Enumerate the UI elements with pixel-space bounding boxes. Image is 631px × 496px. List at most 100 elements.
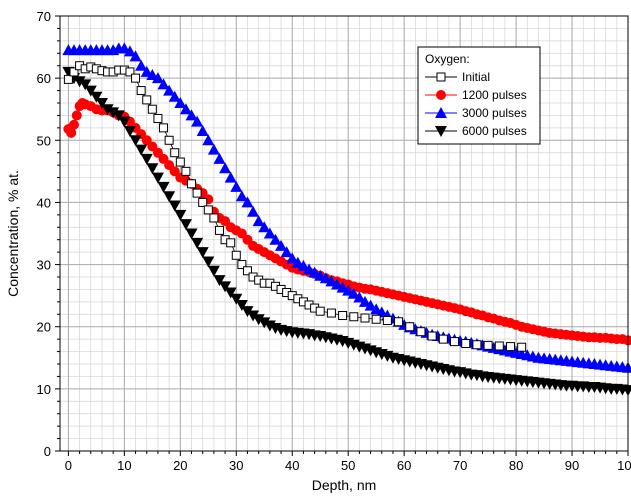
data-point bbox=[235, 190, 248, 202]
data-point bbox=[349, 312, 359, 322]
legend-marker bbox=[436, 72, 446, 82]
y-tick-label: 60 bbox=[37, 71, 51, 86]
legend: Oxygen: Initial 1200 pulses 3000 pulses 600… bbox=[417, 46, 541, 145]
data-point bbox=[207, 265, 220, 277]
data-point bbox=[230, 293, 243, 305]
data-point bbox=[286, 252, 299, 264]
data-point bbox=[364, 299, 377, 311]
data-point bbox=[129, 135, 142, 147]
data-point bbox=[131, 73, 141, 83]
data-point bbox=[275, 239, 288, 251]
data-point bbox=[494, 341, 504, 351]
data-point bbox=[224, 171, 237, 183]
data-point bbox=[191, 237, 204, 249]
legend-item: 3000 pulses bbox=[425, 106, 527, 120]
data-point bbox=[174, 97, 187, 108]
data-point bbox=[247, 205, 260, 217]
y-tick-label: 20 bbox=[37, 320, 51, 335]
data-point bbox=[258, 317, 271, 329]
data-point bbox=[219, 281, 232, 293]
data-point bbox=[226, 238, 236, 248]
data-point bbox=[198, 197, 208, 207]
data-point bbox=[242, 266, 252, 276]
data-point bbox=[146, 163, 159, 175]
data-point bbox=[224, 287, 237, 299]
data-point bbox=[84, 85, 97, 97]
data-point bbox=[241, 196, 254, 208]
x-axis-label: Depth, nm bbox=[312, 477, 377, 493]
x-tick-label: 10 bbox=[117, 458, 131, 473]
data-point bbox=[107, 107, 120, 119]
data-point bbox=[269, 233, 282, 245]
data-point bbox=[202, 134, 215, 146]
x-tick-label: 70 bbox=[453, 458, 467, 473]
data-point bbox=[118, 116, 131, 128]
data-point bbox=[174, 209, 187, 221]
data-point bbox=[472, 340, 482, 350]
series-initial bbox=[63, 61, 527, 352]
data-point bbox=[181, 166, 191, 176]
data-point bbox=[347, 287, 360, 299]
data-point bbox=[179, 219, 192, 231]
data-point bbox=[252, 215, 265, 227]
data-point bbox=[358, 295, 371, 307]
plot-frame bbox=[59, 15, 629, 452]
data-point bbox=[170, 148, 180, 158]
data-point bbox=[73, 76, 86, 88]
data-point bbox=[252, 314, 265, 326]
data-point bbox=[360, 313, 370, 323]
data-point bbox=[157, 181, 170, 193]
data-point bbox=[382, 316, 392, 325]
data-point bbox=[69, 67, 79, 77]
data-point bbox=[168, 90, 181, 102]
data-point bbox=[175, 157, 185, 167]
data-point bbox=[263, 227, 276, 239]
data-point bbox=[95, 98, 108, 109]
legend-marker bbox=[435, 107, 447, 118]
y-axis-label: Concentration, % at. bbox=[5, 170, 21, 297]
legend-title: Oxygen: bbox=[425, 52, 470, 66]
data-point bbox=[125, 67, 135, 77]
data-point bbox=[196, 124, 209, 136]
data-point bbox=[209, 213, 219, 223]
data-point bbox=[427, 331, 437, 341]
data-point bbox=[68, 119, 79, 130]
data-point bbox=[297, 259, 310, 271]
x-tick-label: 30 bbox=[229, 458, 243, 473]
data-point bbox=[101, 104, 114, 116]
y-tick-label: 40 bbox=[37, 195, 51, 210]
data-point bbox=[461, 338, 471, 348]
data-point bbox=[179, 103, 192, 115]
y-tick-label: 0 bbox=[44, 444, 51, 459]
data-point bbox=[338, 311, 348, 321]
legend-label: Initial bbox=[462, 70, 490, 84]
data-point bbox=[483, 340, 493, 350]
data-point bbox=[353, 291, 366, 303]
data-point bbox=[405, 322, 415, 332]
data-point bbox=[505, 342, 515, 352]
x-tick-label: 20 bbox=[173, 458, 187, 473]
data-point bbox=[219, 162, 232, 174]
y-tick-label: 10 bbox=[37, 382, 51, 397]
data-point bbox=[416, 327, 426, 337]
data-point bbox=[163, 191, 176, 203]
data-point bbox=[168, 200, 181, 212]
data-point bbox=[142, 95, 152, 105]
data-point bbox=[371, 314, 381, 324]
data-point bbox=[140, 153, 153, 165]
x-tick-label: 50 bbox=[341, 458, 355, 473]
data-point bbox=[237, 260, 247, 270]
legend-items: Initial 1200 pulses 3000 pulses 6000 pulses bbox=[425, 70, 527, 138]
legend-label: 6000 pulses bbox=[462, 124, 527, 138]
data-point bbox=[151, 172, 164, 184]
data-point bbox=[231, 250, 241, 260]
data-point bbox=[90, 91, 103, 103]
data-point bbox=[163, 84, 176, 96]
x-tick-label: 100 bbox=[617, 458, 631, 473]
data-point bbox=[123, 45, 136, 57]
data-point bbox=[214, 225, 224, 235]
y-tick-label: 50 bbox=[37, 133, 51, 148]
data-point bbox=[153, 114, 163, 124]
data-point bbox=[135, 144, 148, 156]
data-point bbox=[112, 110, 125, 122]
